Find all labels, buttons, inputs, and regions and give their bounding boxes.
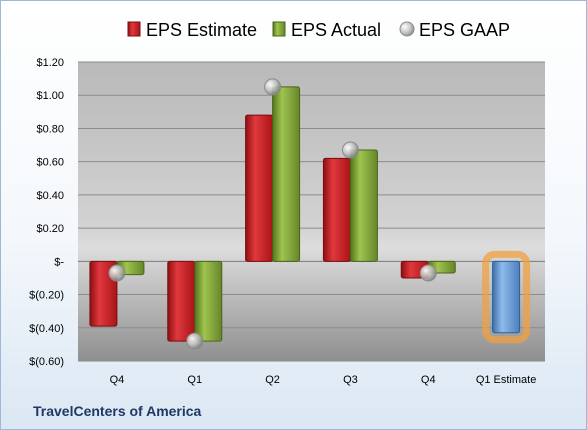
y-tick-label: $1.00 bbox=[36, 90, 64, 102]
gaap-marker-0 bbox=[108, 264, 126, 282]
y-tick-label: $(0.60) bbox=[29, 356, 64, 368]
gaap-marker-2 bbox=[264, 78, 282, 96]
bar-eps-estimate-1 bbox=[167, 260, 196, 342]
bar-eps-estimate-2 bbox=[245, 114, 274, 262]
y-tick-label: $0.60 bbox=[36, 157, 64, 169]
x-tick-label: Q1 bbox=[187, 374, 202, 386]
y-tick-label: $0.80 bbox=[36, 123, 64, 135]
y-tick-label: $- bbox=[54, 256, 64, 268]
gaap-marker-3 bbox=[341, 141, 359, 159]
bar-eps-actual-2 bbox=[272, 86, 301, 262]
x-tick-label: Q2 bbox=[265, 374, 280, 386]
estimate-highlight bbox=[482, 250, 531, 344]
bar-eps-actual-3 bbox=[349, 149, 378, 262]
x-tick-label: Q4 bbox=[421, 374, 436, 386]
y-tick-label: $(0.20) bbox=[29, 290, 64, 302]
legend-label-eps-gaap: EPS GAAP bbox=[419, 20, 510, 40]
plot-area bbox=[78, 62, 545, 361]
gridlines bbox=[78, 61, 545, 362]
bar-q1-estimate-5 bbox=[492, 260, 521, 334]
x-tick-label: Q4 bbox=[110, 374, 125, 386]
gaap-marker-4 bbox=[419, 264, 437, 282]
bar-eps-actual-1 bbox=[194, 260, 223, 342]
gaap-marker-1 bbox=[186, 332, 204, 350]
gaap-markers bbox=[108, 78, 437, 350]
company-title: TravelCenters of America bbox=[33, 403, 202, 419]
bars bbox=[89, 86, 531, 344]
x-axis-ticks: Q4 Q1 Q2 Q3 Q4 Q1 Estimate bbox=[110, 374, 537, 386]
y-tick-label: $0.20 bbox=[36, 223, 64, 235]
y-tick-label: $1.20 bbox=[36, 57, 64, 69]
legend-swatch-eps-actual bbox=[272, 21, 286, 37]
y-axis-ticks: $(0.60) $(0.40) $(0.20) $- $0.20 $0.40 $0.60 $0… bbox=[29, 57, 64, 368]
y-tick-label: $(0.40) bbox=[29, 323, 64, 335]
y-tick-label: $0.40 bbox=[36, 190, 64, 202]
legend-label-eps-actual: EPS Actual bbox=[291, 20, 381, 40]
legend-label-eps-estimate: EPS Estimate bbox=[146, 20, 257, 40]
legend: EPS Estimate EPS Actual EPS GAAP bbox=[127, 20, 510, 40]
bar-eps-estimate-3 bbox=[322, 157, 351, 262]
legend-swatch-eps-estimate bbox=[127, 21, 141, 37]
x-tick-label: Q1 Estimate bbox=[476, 374, 537, 386]
x-tick-label: Q3 bbox=[343, 374, 358, 386]
legend-swatch-eps-gaap bbox=[399, 21, 415, 37]
